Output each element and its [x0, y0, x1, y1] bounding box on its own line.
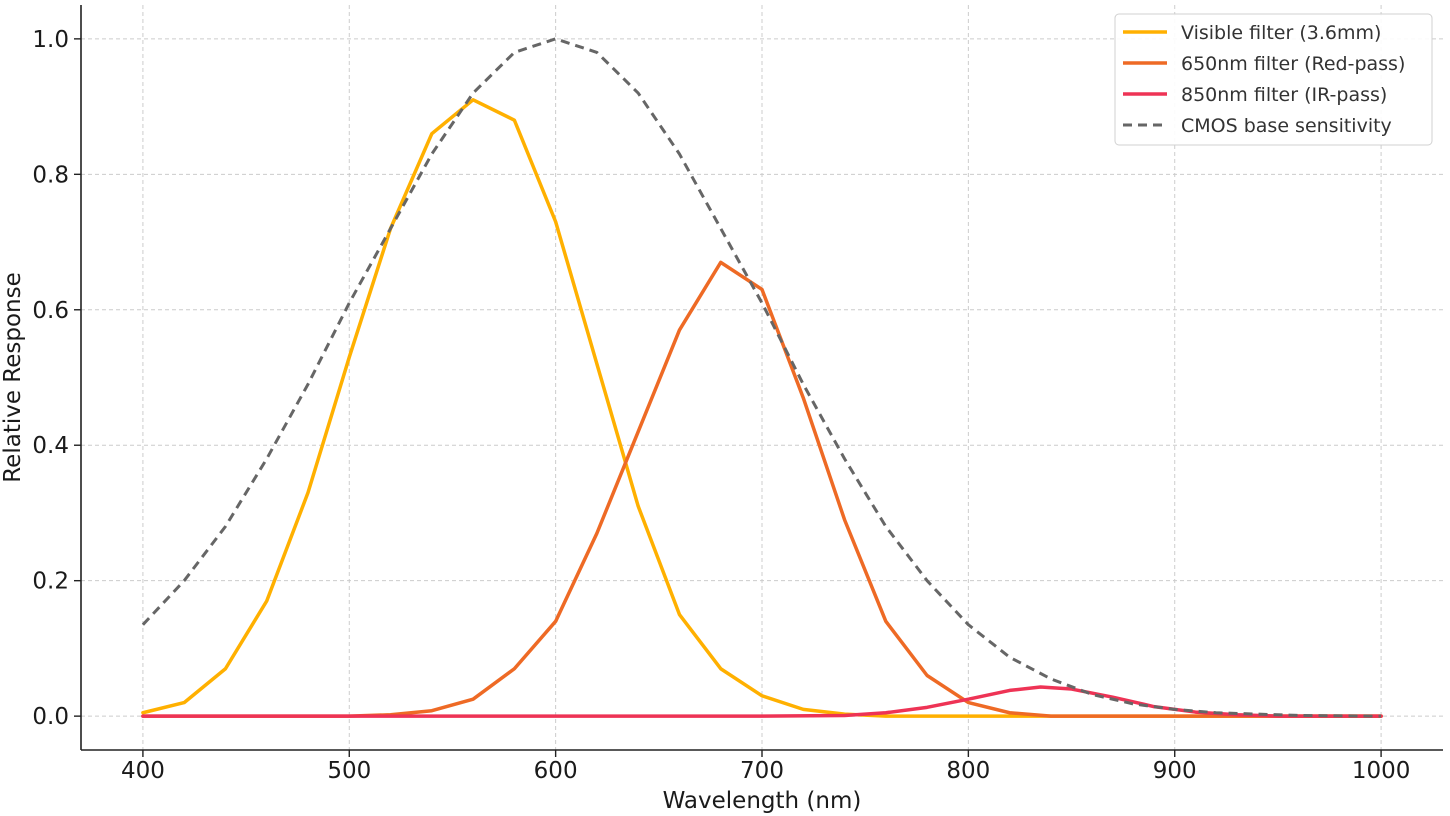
y-axis-label: Relative Response	[0, 272, 26, 483]
y-tick-label: 0.8	[32, 162, 69, 188]
x-tick-label: 600	[534, 758, 578, 784]
y-tick-label: 0.2	[32, 569, 69, 595]
legend-box	[1114, 13, 1433, 146]
x-tick-label: 400	[121, 758, 165, 784]
series-line-4	[141, 37, 1382, 718]
legend-label: 850nm filter (IR-pass)	[1181, 84, 1387, 106]
series-group	[141, 37, 1383, 718]
x-tick-label: 500	[327, 758, 371, 784]
y-tick-label: 1.0	[32, 27, 69, 53]
legend-label: CMOS base sensitivity	[1181, 115, 1392, 137]
tick-labels: 400 500 600 700 800 900 1000 0.0 0.2 0.4 0.6 0.8 1.0	[32, 27, 1410, 784]
x-tick-label: 1000	[1352, 758, 1411, 784]
legend: Visible filter (3.6mm) 650nm filter (Red-…	[1114, 13, 1433, 146]
y-tick-label: 0.6	[32, 298, 69, 324]
series-line-2	[141, 260, 1383, 718]
x-tick-label: 900	[1153, 758, 1197, 784]
x-tick-label: 700	[740, 758, 784, 784]
legend-label: Visible filter (3.6mm)	[1181, 22, 1381, 44]
y-tick-label: 0.0	[32, 704, 69, 730]
series-line-3	[141, 685, 1383, 718]
x-tick-label: 800	[946, 758, 990, 784]
legend-label: 650nm filter (Red-pass)	[1181, 53, 1405, 75]
x-axis-label: Wavelength (nm)	[663, 788, 862, 814]
y-tick-label: 0.4	[32, 433, 69, 459]
